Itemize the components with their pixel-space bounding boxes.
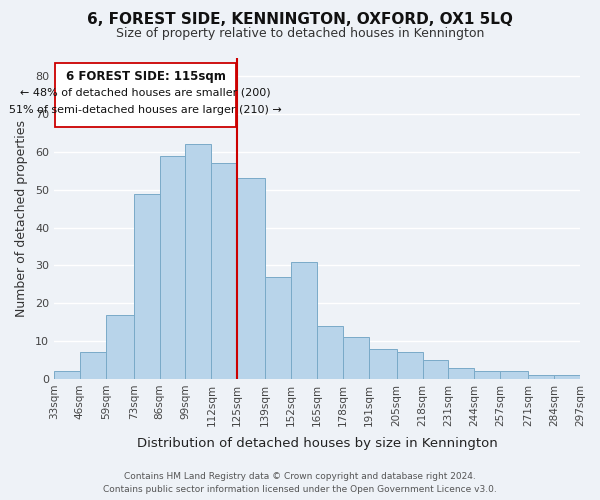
Bar — [422, 360, 448, 379]
Text: Contains public sector information licensed under the Open Government Licence v3: Contains public sector information licen… — [103, 484, 497, 494]
Bar — [291, 262, 317, 379]
Bar — [397, 352, 422, 379]
FancyBboxPatch shape — [55, 63, 236, 128]
Text: 6 FOREST SIDE: 115sqm: 6 FOREST SIDE: 115sqm — [65, 70, 226, 83]
Bar — [160, 156, 185, 379]
Bar — [475, 372, 500, 379]
Bar — [448, 368, 475, 379]
Text: 6, FOREST SIDE, KENNINGTON, OXFORD, OX1 5LQ: 6, FOREST SIDE, KENNINGTON, OXFORD, OX1 … — [87, 12, 513, 28]
X-axis label: Distribution of detached houses by size in Kennington: Distribution of detached houses by size … — [137, 437, 497, 450]
Y-axis label: Number of detached properties: Number of detached properties — [15, 120, 28, 316]
Bar — [500, 372, 528, 379]
Text: 51% of semi-detached houses are larger (210) →: 51% of semi-detached houses are larger (… — [9, 105, 282, 115]
Bar — [369, 348, 397, 379]
Bar — [237, 178, 265, 379]
Text: Contains HM Land Registry data © Crown copyright and database right 2024.: Contains HM Land Registry data © Crown c… — [124, 472, 476, 481]
Bar — [528, 375, 554, 379]
Bar — [211, 164, 237, 379]
Bar — [554, 375, 580, 379]
Text: Size of property relative to detached houses in Kennington: Size of property relative to detached ho… — [116, 28, 484, 40]
Bar — [106, 314, 134, 379]
Bar — [343, 338, 369, 379]
Bar — [134, 194, 160, 379]
Bar — [54, 372, 80, 379]
Bar — [185, 144, 211, 379]
Text: ← 48% of detached houses are smaller (200): ← 48% of detached houses are smaller (20… — [20, 88, 271, 98]
Bar — [317, 326, 343, 379]
Bar — [80, 352, 106, 379]
Bar — [265, 277, 291, 379]
